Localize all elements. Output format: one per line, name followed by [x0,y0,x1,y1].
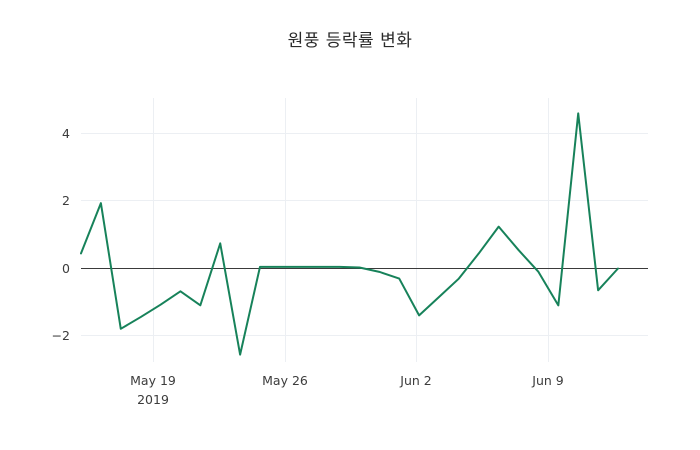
x-axis-tick-label: Jun 9 [531,373,564,388]
x-axis-tick-sublabel: 2019 [137,392,169,407]
chart-title: 원풍 등락률 변화 [287,31,413,51]
y-axis-tick-label: 4 [62,126,70,141]
y-axis-tick-label: 2 [62,193,70,208]
series-line-price-change [80,112,619,356]
y-axis-tick-label: −2 [52,328,70,343]
x-axis-tick-label: Jun 2 [399,373,431,388]
x-axis-tick-label: May 19 [130,373,176,388]
x-axis-tick-label: May 26 [262,373,308,388]
y-axis-tick-label: 0 [62,261,70,276]
